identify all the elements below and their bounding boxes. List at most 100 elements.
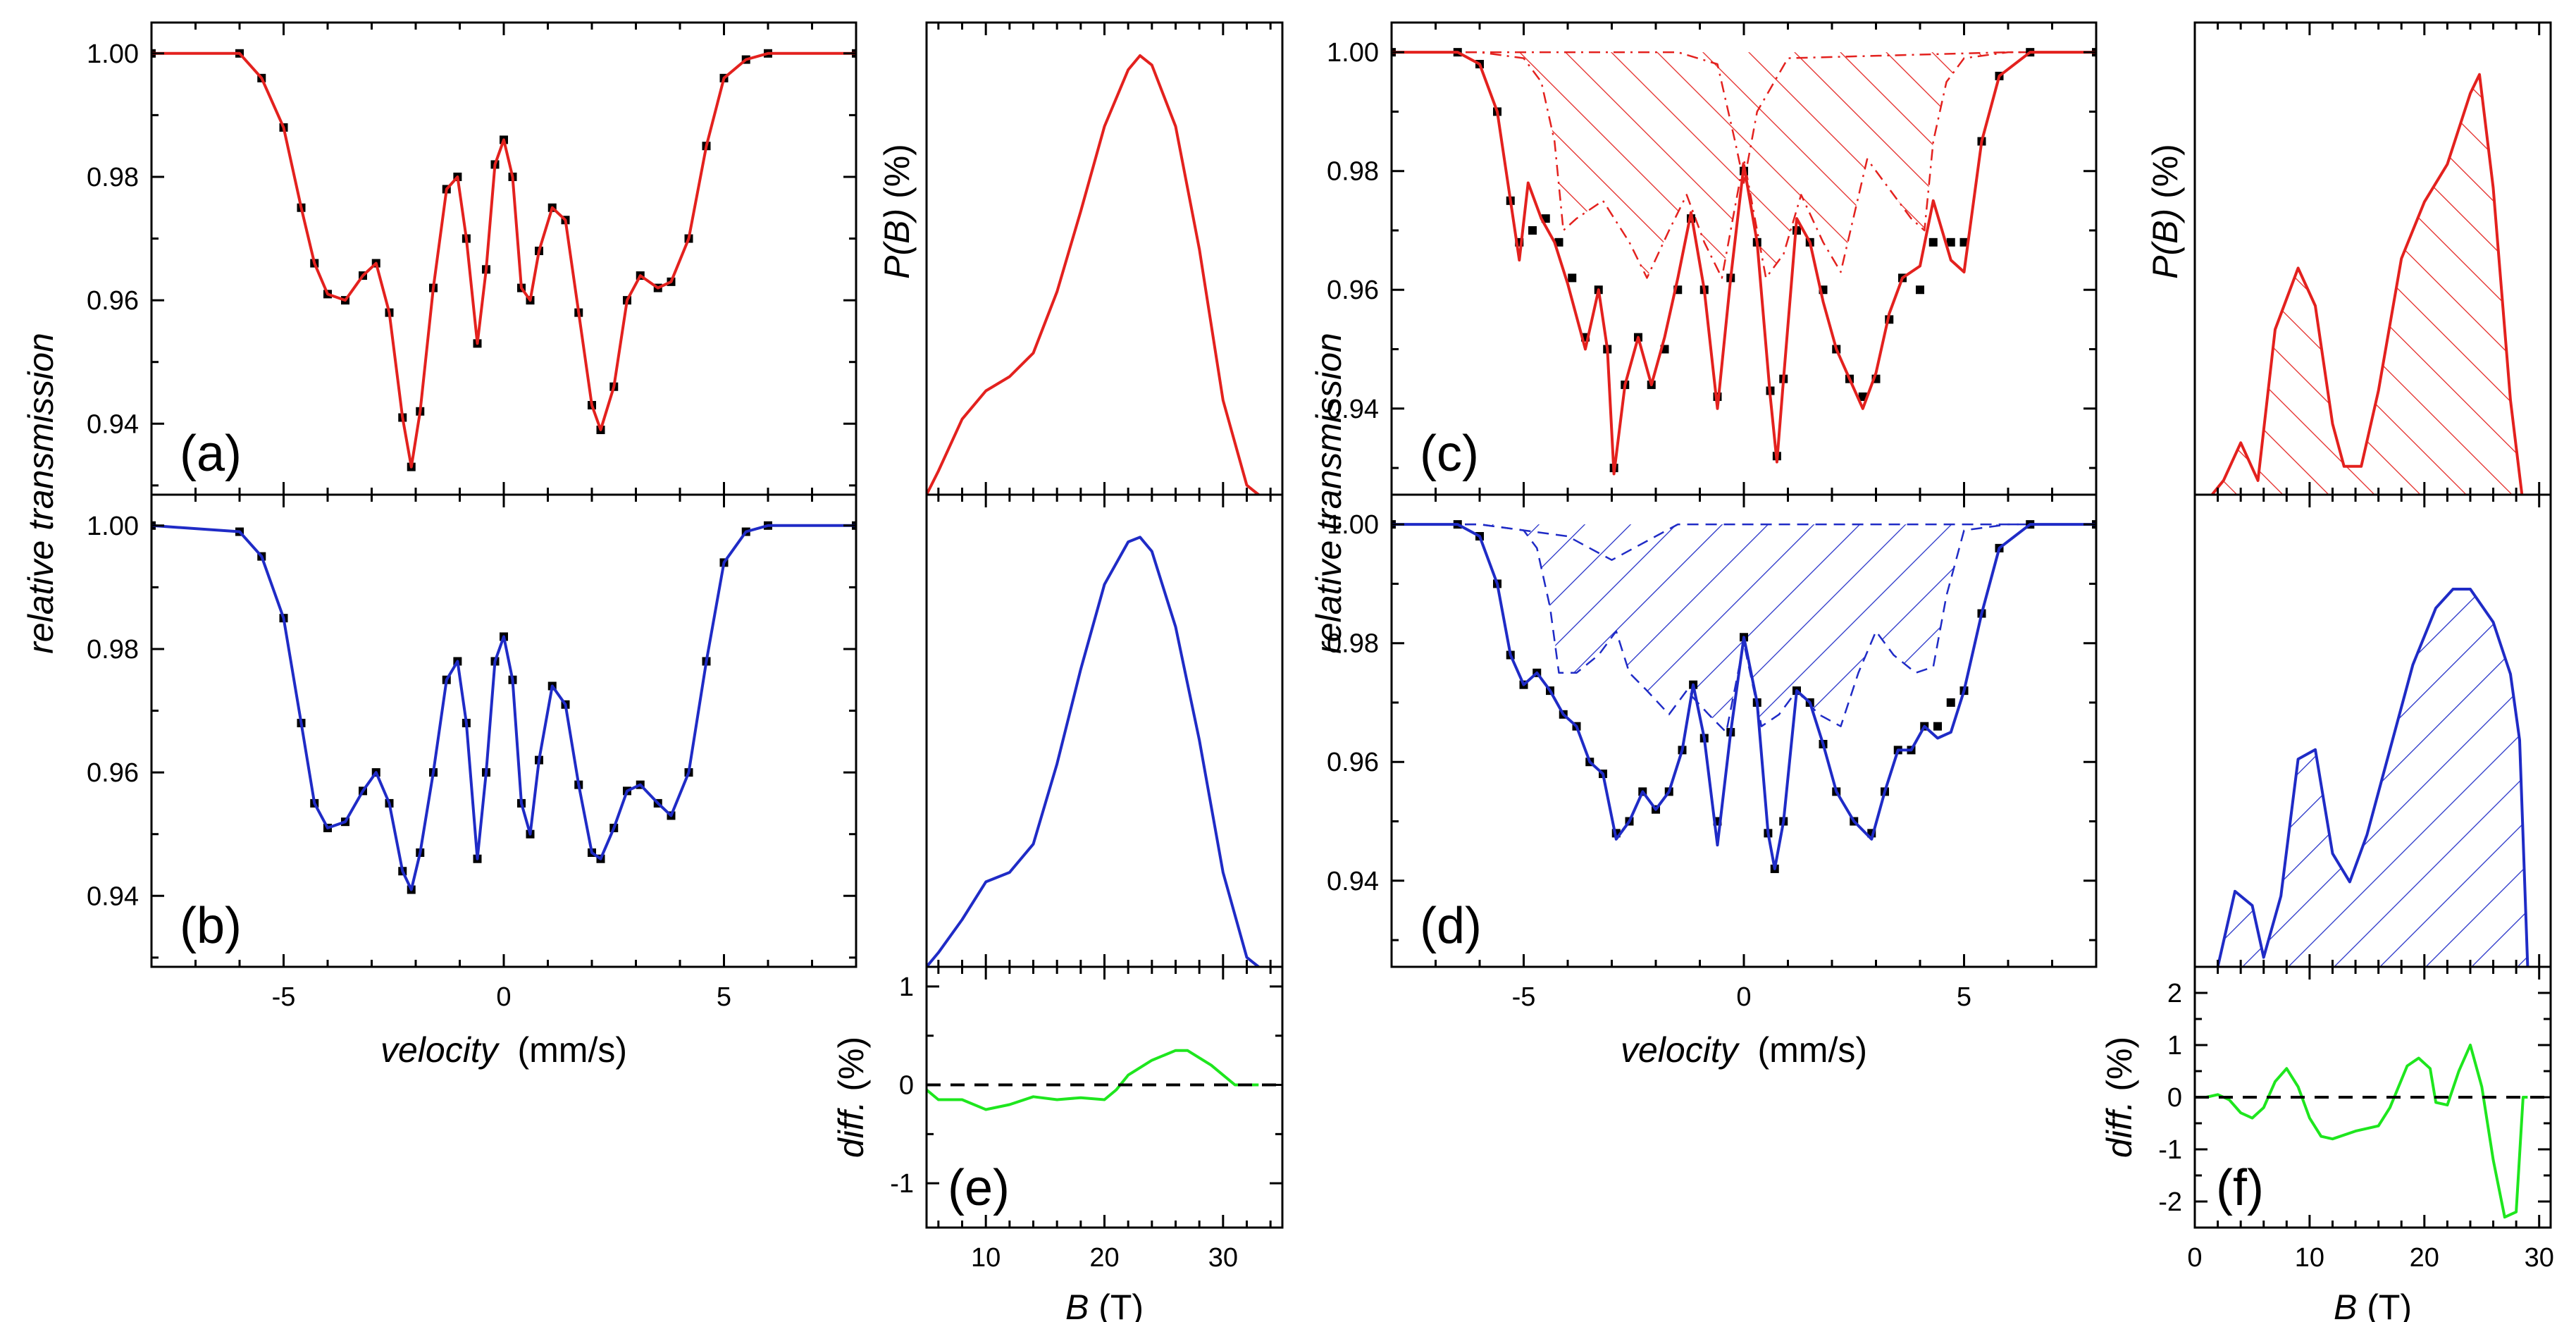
series-line-pb-b-P(B) bbox=[927, 536, 1260, 967]
series-line-a-fit bbox=[151, 51, 856, 469]
ylabel-f: diff. (%) bbox=[2100, 1037, 2139, 1158]
y-tick-label-d-3: 1.00 bbox=[1327, 510, 1379, 540]
data-point-c-8 bbox=[1554, 237, 1563, 247]
y-tick-label-c-1: 0.96 bbox=[1327, 276, 1379, 305]
y-tick-label-b-1: 0.96 bbox=[87, 758, 139, 788]
x-tick-label-b-0: -5 bbox=[272, 982, 296, 1012]
y-tick-label-e-2: 1 bbox=[899, 972, 914, 1002]
xlabel-e: B (T) bbox=[1065, 1287, 1144, 1322]
panel-f: 0 10 20 30 -2 -1 0 1 2 (f) diff. (%) B (T) bbox=[2100, 965, 2554, 1322]
plot-area-d bbox=[1392, 520, 2096, 873]
y-tick-label-a-2: 0.98 bbox=[87, 163, 139, 192]
plot-area-c bbox=[1392, 48, 2096, 476]
y-tick-label-f-2: 0 bbox=[2167, 1083, 2182, 1113]
xlabel-b: velocity (mm/s) bbox=[380, 1030, 627, 1070]
plot-area-pb-d bbox=[2216, 588, 2529, 967]
series-line-b-fit bbox=[151, 524, 856, 891]
panel-label-c: (c) bbox=[1420, 426, 1479, 482]
plot-area-pb-c bbox=[2210, 73, 2524, 495]
series-line-pb-a-P(B) bbox=[927, 54, 1260, 495]
series-line-d-fit bbox=[1392, 523, 2096, 870]
data-point-c-40 bbox=[1959, 237, 1969, 247]
panel-e: 10 20 30 -1 0 1 (e) diff. (%) B (T) bbox=[831, 965, 1284, 1322]
series-line-d-component-inner bbox=[1392, 523, 2096, 561]
hatch-fill-pb-d-0 bbox=[2217, 589, 2528, 967]
x-tick-label-b-2: 5 bbox=[717, 982, 731, 1012]
series-line-c-fit bbox=[1392, 51, 2096, 476]
y-tick-label-f-1: -1 bbox=[2158, 1135, 2182, 1165]
frame-a bbox=[150, 21, 857, 496]
panel-d: -5 0 5 0.94 0.96 0.98 1.00 (d) velocity (mm/s) bbox=[1327, 493, 2098, 1070]
x-tick-label-b-1: 0 bbox=[496, 982, 511, 1012]
ylabel-e: diff. (%) bbox=[831, 1037, 871, 1158]
x-tick-label-f-1: 10 bbox=[2295, 1243, 2324, 1273]
plot-area-pb-a bbox=[927, 54, 1260, 495]
y-tick-label-d-0: 0.94 bbox=[1327, 867, 1379, 896]
y-tick-label-f-0: -2 bbox=[2158, 1187, 2182, 1217]
y-tick-label-b-3: 1.00 bbox=[87, 512, 139, 541]
plot-area-a bbox=[151, 49, 856, 471]
y-tick-label-c-0: 0.94 bbox=[1327, 395, 1379, 424]
panel-pb-c: P(B) (%) bbox=[2145, 21, 2552, 496]
data-point-c-37 bbox=[1916, 285, 1924, 295]
series-line-d-component-outer bbox=[1392, 523, 2096, 734]
panel-label-b: (b) bbox=[180, 898, 242, 954]
data-point-c-39 bbox=[1946, 237, 1955, 247]
x-tick-label-e-2: 30 bbox=[1208, 1243, 1238, 1273]
xlabel-f: B (T) bbox=[2334, 1287, 2412, 1322]
plot-area-f bbox=[2195, 1044, 2551, 1219]
series-line-e-diff bbox=[927, 1049, 1259, 1111]
ylabel-right: relative transmission bbox=[1309, 333, 1349, 654]
panel-label-f: (f) bbox=[2216, 1160, 2264, 1216]
data-point-c-6 bbox=[1528, 226, 1537, 235]
x-tick-label-f-2: 20 bbox=[2410, 1243, 2439, 1273]
y-tick-label-b-0: 0.94 bbox=[87, 882, 139, 911]
xlabel-d: velocity (mm/s) bbox=[1621, 1030, 1867, 1070]
data-point-d-37 bbox=[1933, 722, 1942, 731]
hatch-fill-c-0 bbox=[1392, 52, 2096, 278]
panel-pb-b bbox=[925, 493, 1284, 968]
panel-pb-a: P(B) (%) bbox=[877, 21, 1284, 496]
data-point-c-33 bbox=[1858, 392, 1867, 401]
y-tick-label-c-3: 1.00 bbox=[1327, 38, 1379, 68]
x-tick-label-d-1: 0 bbox=[1736, 982, 1751, 1012]
y-tick-label-f-3: 1 bbox=[2167, 1031, 2182, 1061]
y-tick-label-a-1: 0.96 bbox=[87, 286, 139, 316]
y-tick-label-f-4: 2 bbox=[2167, 979, 2182, 1008]
series-line-pb-c-P(B) bbox=[2210, 73, 2524, 495]
panel-label-d: (d) bbox=[1420, 898, 1482, 954]
x-tick-label-f-0: 0 bbox=[2187, 1243, 2202, 1273]
panels: 0.94 0.96 0.98 1.00 (a) -5 0 5 0.94 0.96 0.98 1.00 (… bbox=[87, 21, 2554, 1322]
hatch-fill-pb-c-0 bbox=[2212, 74, 2522, 495]
data-point-c-38 bbox=[1928, 237, 1938, 247]
ylabel-pb-a: P(B) (%) bbox=[877, 144, 917, 279]
plot-area-b bbox=[151, 521, 856, 894]
frame-b bbox=[150, 493, 857, 968]
x-tick-label-f-3: 30 bbox=[2525, 1243, 2554, 1273]
panel-label-a: (a) bbox=[180, 426, 242, 482]
y-tick-label-e-1: 0 bbox=[899, 1071, 914, 1101]
hatch-fill-d-0 bbox=[1392, 524, 2096, 733]
y-tick-label-b-2: 0.98 bbox=[87, 635, 139, 665]
panel-b: -5 0 5 0.94 0.96 0.98 1.00 (b) velocity (mm/s) bbox=[87, 493, 857, 1070]
panel-c: 0.94 0.96 0.98 1.00 (c) bbox=[1327, 21, 2098, 496]
x-tick-label-e-0: 10 bbox=[971, 1243, 1001, 1273]
panel-a: 0.94 0.96 0.98 1.00 (a) bbox=[87, 21, 857, 496]
y-tick-label-d-2: 0.98 bbox=[1327, 629, 1379, 659]
y-tick-label-c-2: 0.98 bbox=[1327, 157, 1379, 187]
series-line-pb-d-P(B) bbox=[2216, 588, 2529, 967]
series-line-c-component-inner bbox=[1392, 51, 2096, 184]
y-tick-label-a-0: 0.94 bbox=[87, 409, 139, 439]
data-point-c-9 bbox=[1568, 273, 1577, 283]
panel-label-e: (e) bbox=[948, 1160, 1010, 1216]
ylabel-pb-c: P(B) (%) bbox=[2145, 144, 2185, 279]
series-line-f-diff bbox=[2205, 1044, 2528, 1219]
x-tick-label-d-0: -5 bbox=[1512, 982, 1536, 1012]
x-tick-label-e-1: 20 bbox=[1089, 1243, 1119, 1273]
series-line-c-component-outer bbox=[1392, 51, 2096, 279]
y-tick-label-d-1: 0.96 bbox=[1327, 748, 1379, 777]
plot-area-e bbox=[927, 1049, 1282, 1111]
y-tick-label-e-0: -1 bbox=[890, 1169, 914, 1199]
plot-area-pb-b bbox=[927, 536, 1260, 967]
